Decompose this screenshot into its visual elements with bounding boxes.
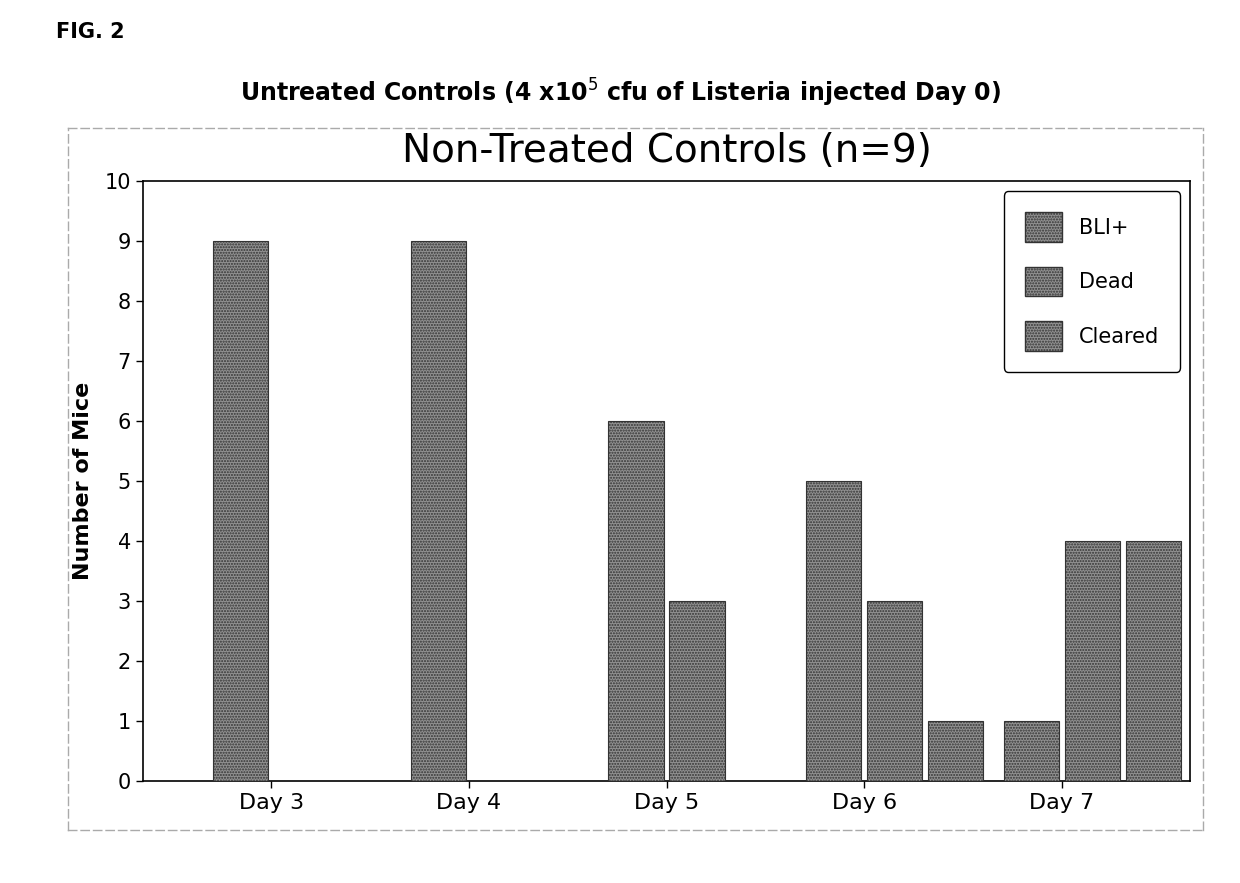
Bar (1065, 541, 1120, 781)
Bar (410, 241, 466, 781)
Bar (806, 481, 862, 781)
Text: FIG. 2: FIG. 2 (56, 22, 124, 42)
Bar (1003, 721, 1059, 781)
Bar (670, 601, 724, 781)
Legend: BLI+, Dead, Cleared: BLI+, Dead, Cleared (1004, 192, 1180, 372)
Text: Untreated Controls (4 x10$^5$ cfu of Listeria injected Day 0): Untreated Controls (4 x10$^5$ cfu of Lis… (239, 77, 1001, 109)
Title: Non-Treated Controls (n=9): Non-Treated Controls (n=9) (402, 132, 931, 170)
Bar (1126, 541, 1180, 781)
Bar (867, 601, 923, 781)
Y-axis label: Number of Mice: Number of Mice (73, 382, 93, 580)
Bar (213, 241, 268, 781)
Bar (609, 421, 663, 781)
Bar (928, 721, 983, 781)
